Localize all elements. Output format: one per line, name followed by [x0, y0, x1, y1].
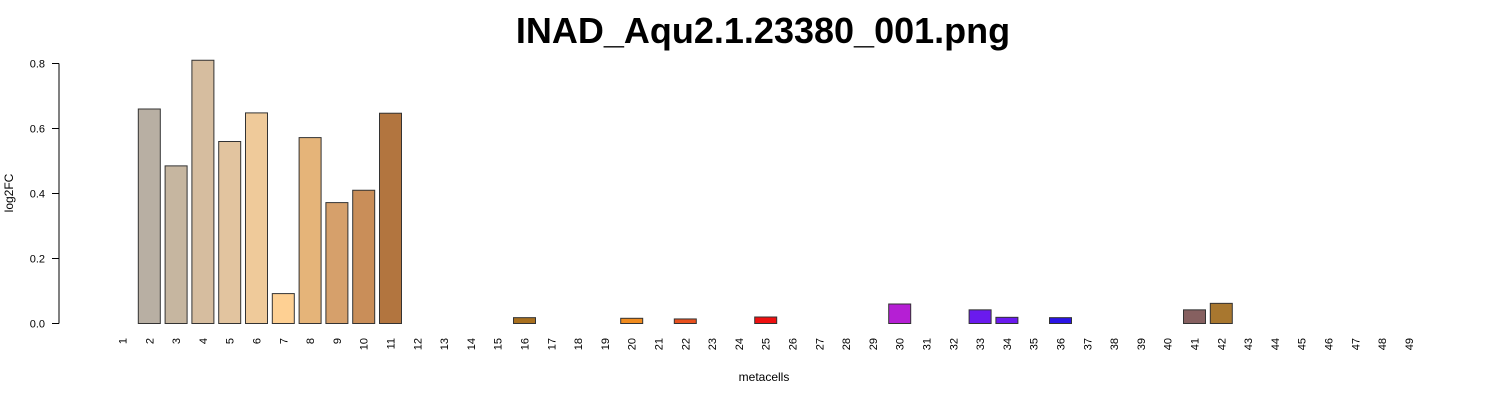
x-tick-label: 6 [252, 338, 264, 344]
x-tick-label: 3 [171, 338, 183, 344]
y-tick-label: 0.8 [30, 59, 45, 71]
x-tick-label: 25 [761, 338, 773, 350]
x-tick-label: 30 [895, 338, 907, 350]
bar-6 [245, 112, 268, 325]
x-axis-label: metacells [739, 370, 790, 384]
x-tick-label: 19 [600, 338, 612, 350]
bar-4 [191, 59, 215, 324]
x-tick-label: 31 [922, 338, 934, 350]
bar-36 [1049, 317, 1072, 324]
x-tick-label: 40 [1163, 338, 1175, 350]
x-tick-label: 34 [1002, 338, 1014, 350]
x-tick-label: 37 [1082, 338, 1094, 350]
bar-33 [968, 309, 992, 325]
x-tick-label: 35 [1029, 338, 1041, 350]
bar-11 [379, 112, 402, 324]
x-tick-label: 39 [1136, 338, 1148, 350]
x-tick-label: 17 [546, 338, 558, 350]
x-tick-label: 45 [1297, 338, 1309, 350]
x-tick-label: 38 [1109, 338, 1121, 350]
x-tick-label: 28 [841, 338, 853, 350]
y-tick-label: 0.0 [30, 319, 45, 331]
y-tick-label: 0.4 [30, 189, 45, 201]
bar-30 [888, 303, 912, 324]
y-tick-label: 0.6 [30, 124, 45, 136]
x-tick-label: 33 [975, 338, 987, 350]
x-tick-label: 4 [198, 338, 210, 344]
bar-16 [513, 317, 536, 324]
bar-7 [271, 293, 295, 325]
bar-8 [298, 137, 322, 324]
x-tick-label: 18 [573, 338, 585, 350]
x-tick-label: 11 [386, 338, 398, 349]
x-tick-label: 24 [734, 338, 746, 350]
bar-5 [218, 141, 242, 324]
x-tick-label: 14 [466, 338, 478, 350]
x-tick-label: 36 [1056, 338, 1068, 350]
x-axis-ticks: 1 2 3 4 5 6 7 8 9 10 11 12 13 14 15 16 17 18 19 20 21 22 23 24 2… [118, 338, 1416, 350]
x-tick-label: 32 [948, 338, 960, 350]
bar-10 [352, 189, 376, 324]
x-tick-label: 23 [707, 338, 719, 350]
x-tick-label: 21 [654, 338, 666, 350]
y-axis: 0.0 0.2 0.4 0.6 0.8 [30, 59, 60, 331]
x-tick-label: 48 [1377, 338, 1389, 350]
x-tick-label: 12 [412, 338, 424, 350]
x-tick-label: 22 [680, 338, 692, 350]
x-tick-label: 2 [144, 338, 156, 344]
x-tick-label: 42 [1216, 338, 1228, 350]
x-tick-label: 27 [814, 338, 826, 350]
x-tick-label: 49 [1404, 338, 1416, 350]
bar-42 [1209, 302, 1233, 325]
x-tick-label: 43 [1243, 338, 1255, 350]
bars [137, 59, 1233, 325]
y-tick-label: 0.2 [30, 254, 45, 266]
x-tick-label: 13 [439, 338, 451, 350]
x-tick-label: 47 [1350, 338, 1362, 350]
x-tick-label: 9 [332, 338, 344, 344]
x-tick-label: 1 [118, 338, 130, 344]
x-tick-label: 41 [1190, 338, 1202, 350]
bar-34 [995, 316, 1019, 325]
x-tick-label: 5 [225, 338, 237, 344]
bar-41 [1183, 309, 1206, 325]
y-axis-label: log2FC [2, 173, 16, 212]
chart-title: INAD_Aqu2.1.23380_001.png [516, 10, 1010, 51]
x-tick-label: 26 [788, 338, 800, 350]
bar-2 [137, 108, 161, 324]
x-tick-label: 8 [305, 338, 317, 344]
bar-22 [673, 318, 697, 325]
x-tick-label: 7 [278, 338, 290, 344]
x-tick-label: 16 [520, 338, 532, 350]
bar-3 [164, 165, 188, 324]
x-tick-label: 44 [1270, 338, 1282, 350]
x-tick-label: 46 [1324, 338, 1336, 350]
bar-20 [620, 317, 644, 324]
x-tick-label: 15 [493, 338, 505, 350]
bar-9 [325, 202, 349, 325]
x-tick-label: 29 [868, 338, 880, 350]
x-tick-label: 10 [359, 338, 371, 350]
x-tick-label: 20 [627, 338, 639, 350]
bar-25 [754, 316, 778, 324]
